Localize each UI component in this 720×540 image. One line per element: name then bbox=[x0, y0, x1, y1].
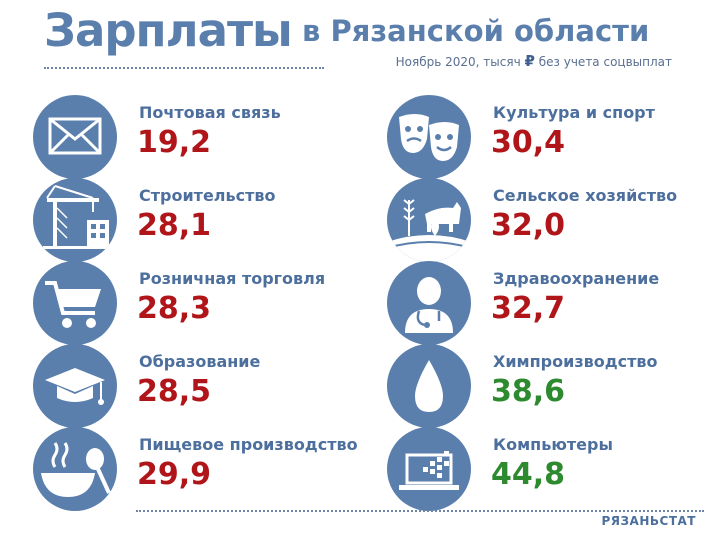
item-value: 38,6 bbox=[491, 374, 566, 409]
subtitle: Ноябрь 2020, тысяч ₽ без учета соцвыплат bbox=[330, 52, 672, 70]
item-label: Культура и спорт bbox=[493, 103, 655, 122]
construction-crane-icon bbox=[33, 178, 117, 262]
list-item: Почтовая связь 19,2 bbox=[33, 95, 373, 179]
drop-icon bbox=[387, 344, 471, 428]
subtitle-period: Ноябрь 2020, тысяч bbox=[395, 55, 521, 69]
food-bowl-icon bbox=[33, 427, 117, 511]
item-label: Строительство bbox=[139, 186, 276, 205]
page-title: Зарплаты bbox=[44, 4, 293, 57]
theater-masks-icon bbox=[387, 95, 471, 179]
shopping-cart-icon bbox=[33, 261, 117, 345]
item-value: 32,0 bbox=[491, 208, 566, 243]
item-label: Образование bbox=[139, 352, 261, 371]
list-item: Образование 28,5 bbox=[33, 344, 373, 428]
source-label: РЯЗАНЬСТАТ bbox=[601, 514, 696, 528]
doctor-icon bbox=[387, 261, 471, 345]
item-value: 30,4 bbox=[491, 125, 566, 160]
item-label: Пищевое производство bbox=[139, 435, 358, 454]
divider-top bbox=[44, 67, 324, 69]
list-item: Пищевое производство 29,9 bbox=[33, 427, 373, 511]
item-value: 44,8 bbox=[491, 457, 566, 492]
graduation-cap-icon bbox=[33, 344, 117, 428]
item-value: 28,3 bbox=[137, 291, 212, 326]
laptop-icon bbox=[387, 427, 471, 511]
list-item: Компьютеры 44,8 bbox=[387, 427, 720, 511]
item-label: Компьютеры bbox=[493, 435, 613, 454]
agriculture-icon bbox=[387, 178, 471, 262]
item-value: 32,7 bbox=[491, 291, 566, 326]
item-label: Химпроизводство bbox=[493, 352, 658, 371]
list-item: Строительство 28,1 bbox=[33, 178, 373, 262]
envelope-icon bbox=[33, 95, 117, 179]
list-item: Культура и спорт 30,4 bbox=[387, 95, 720, 179]
item-label: Сельское хозяйство bbox=[493, 186, 678, 205]
item-label: Почтовая связь bbox=[139, 103, 281, 122]
item-label: Здравоохранение bbox=[493, 269, 660, 288]
list-item: Розничная торговля 28,3 bbox=[33, 261, 373, 345]
divider-bottom bbox=[136, 510, 704, 512]
item-label: Розничная торговля bbox=[139, 269, 326, 288]
ruble-icon: ₽ bbox=[524, 52, 535, 70]
list-item: Химпроизводство 38,6 bbox=[387, 344, 720, 428]
list-item: Сельское хозяйство 32,0 bbox=[387, 178, 720, 262]
item-value: 28,1 bbox=[137, 208, 212, 243]
item-value: 29,9 bbox=[137, 457, 212, 492]
subtitle-note: без учета соцвыплат bbox=[538, 55, 672, 69]
item-value: 28,5 bbox=[137, 374, 212, 409]
list-item: Здравоохранение 32,7 bbox=[387, 261, 720, 345]
page-title-region: в Рязанской области bbox=[302, 14, 650, 48]
item-value: 19,2 bbox=[137, 125, 212, 160]
